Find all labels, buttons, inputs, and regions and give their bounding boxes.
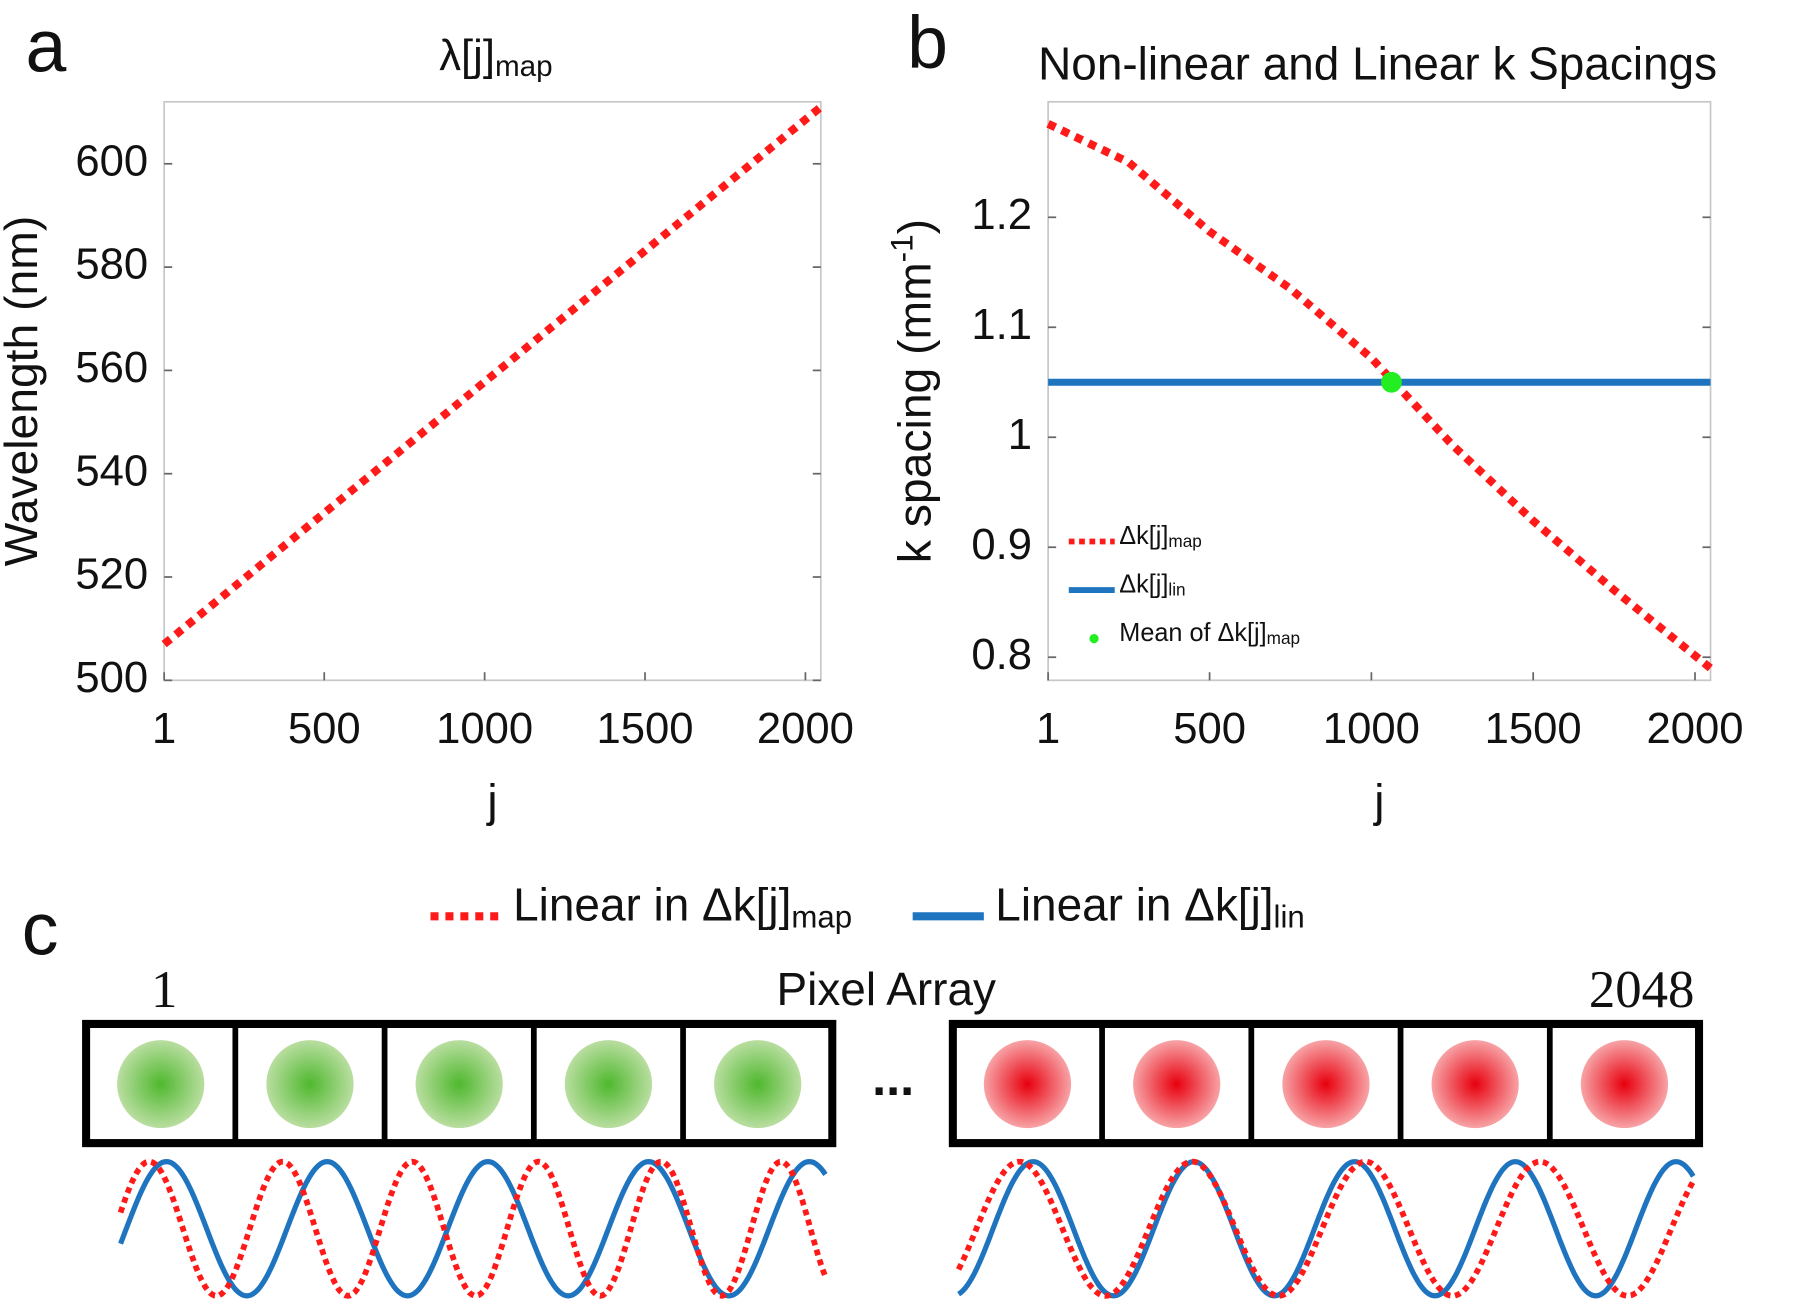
text-part: Mean of Δk[j] bbox=[1119, 619, 1266, 647]
legend-label: Δk[j]lin bbox=[1119, 570, 1185, 600]
text-part: Δk[j] bbox=[1119, 570, 1168, 598]
legend-symbol bbox=[1089, 634, 1099, 644]
text-part: k spacing (mm bbox=[889, 262, 941, 563]
panel-label: b bbox=[907, 1, 948, 84]
text-sub: map bbox=[1168, 531, 1201, 551]
y-tick-label: 520 bbox=[75, 549, 148, 598]
y-tick-label: 0.9 bbox=[971, 520, 1032, 569]
text-part: Δk[j] bbox=[1119, 521, 1168, 549]
y-tick-label: 0.8 bbox=[971, 630, 1032, 679]
x-tick-label: 1000 bbox=[1323, 704, 1420, 753]
y-tick-label: 580 bbox=[75, 240, 148, 289]
text-part: Linear in Δk[j] bbox=[995, 878, 1273, 930]
text-sub: map bbox=[791, 899, 852, 934]
pixel-spot bbox=[714, 1040, 802, 1129]
pixel-spot bbox=[564, 1040, 653, 1129]
text-sub: map bbox=[495, 50, 553, 83]
y-tick-label: 1.2 bbox=[971, 190, 1032, 239]
pixel-spot bbox=[1580, 1040, 1669, 1129]
wave bbox=[117, 1158, 829, 1299]
pixel-start: 1 bbox=[151, 961, 177, 1019]
pixel-spot bbox=[1282, 1040, 1370, 1129]
pixel-spot bbox=[117, 1040, 205, 1129]
ellipsis: ... bbox=[872, 1049, 914, 1106]
x-axis-label: j bbox=[485, 774, 497, 826]
text-sub: lin bbox=[1168, 580, 1185, 600]
pixel-spot bbox=[415, 1040, 503, 1129]
scatter-point bbox=[1381, 371, 1402, 393]
text-part: Wavelength (nm) bbox=[0, 216, 47, 567]
y-axis-label: k spacing (mm-1) bbox=[885, 219, 941, 563]
x-tick-label: 500 bbox=[1173, 704, 1246, 753]
y-tick-label: 600 bbox=[75, 136, 148, 185]
y-tick-label: 560 bbox=[75, 343, 148, 392]
pixel-spot bbox=[1431, 1040, 1519, 1129]
x-tick-label: 500 bbox=[288, 704, 361, 753]
text-sub: lin bbox=[1274, 899, 1305, 934]
x-tick-label: 1000 bbox=[436, 704, 533, 753]
plot-frame bbox=[163, 100, 822, 682]
x-tick-label: 1500 bbox=[597, 704, 694, 753]
y-tick-label: 540 bbox=[75, 446, 148, 495]
chart-title: Non-linear and Linear k Spacings bbox=[1038, 37, 1717, 89]
chart-title: λ[j]map bbox=[439, 30, 552, 83]
wave bbox=[957, 1159, 1696, 1299]
text-part: ) bbox=[889, 219, 941, 234]
array-title: Pixel Array bbox=[777, 963, 996, 1015]
data-line bbox=[1046, 120, 1714, 672]
plot-frame bbox=[1047, 100, 1712, 682]
y-tick-label: 1 bbox=[1008, 410, 1032, 459]
wave bbox=[118, 1159, 828, 1299]
legend-label: Mean of Δk[j]map bbox=[1119, 619, 1300, 649]
text-part: Linear in Δk[j] bbox=[513, 878, 791, 930]
text-sub: map bbox=[1267, 628, 1300, 648]
x-axis-label: j bbox=[1372, 774, 1384, 826]
pixel-end: 2048 bbox=[1589, 961, 1695, 1019]
y-tick-label: 500 bbox=[75, 653, 148, 702]
x-tick-label: 1 bbox=[152, 704, 176, 753]
pixel-spot bbox=[266, 1040, 354, 1129]
panel-label: a bbox=[25, 4, 67, 87]
x-tick-label: 2000 bbox=[757, 704, 854, 753]
x-tick-label: 2000 bbox=[1646, 704, 1743, 753]
pixel-spot bbox=[1133, 1040, 1221, 1129]
wave bbox=[956, 1158, 1696, 1299]
pixel-spot bbox=[983, 1040, 1072, 1129]
data-line bbox=[161, 103, 824, 648]
x-tick-label: 1 bbox=[1036, 704, 1060, 753]
x-tick-label: 1500 bbox=[1485, 704, 1582, 753]
text-sup: -1 bbox=[885, 234, 920, 262]
legend-label: Δk[j]map bbox=[1119, 521, 1202, 551]
panel-label: c bbox=[22, 887, 59, 970]
legend-label: Linear in Δk[j]lin bbox=[995, 878, 1304, 934]
y-axis-label: Wavelength (nm) bbox=[0, 216, 47, 567]
y-tick-label: 1.1 bbox=[971, 300, 1032, 349]
legend-label: Linear in Δk[j]map bbox=[513, 878, 852, 934]
text-part: λ[j] bbox=[439, 30, 495, 79]
